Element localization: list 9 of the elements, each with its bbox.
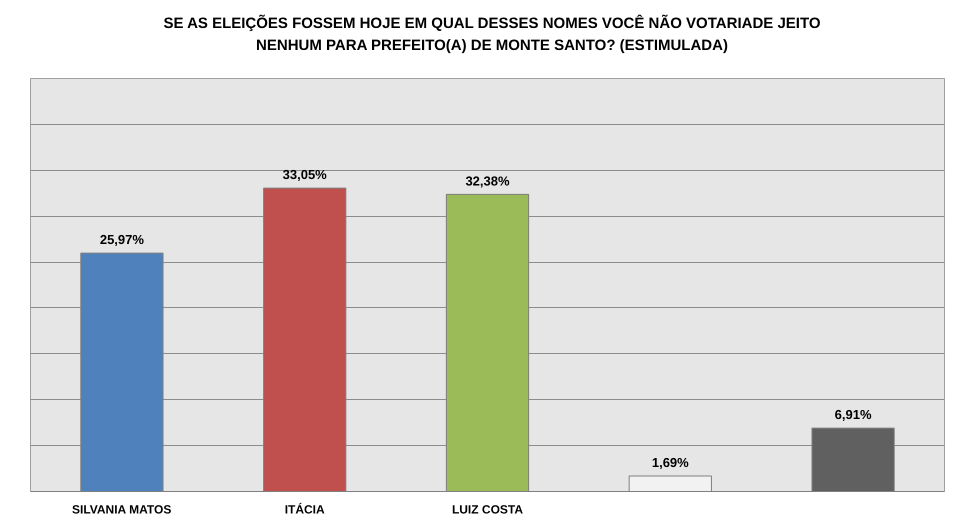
x-tick-label: LUIZ COSTA	[452, 502, 524, 516]
x-tick-label: ITÁCIA	[284, 502, 326, 516]
data-label: 32,38%	[465, 173, 510, 188]
data-label: 33,05%	[282, 167, 328, 182]
data-label: 25,97%	[100, 232, 144, 248]
x-tick-label: SILVANIA MATOS	[72, 502, 172, 516]
chart-title: SE AS ELEIÇÕES FOSSEM HOJE EM QUAL DESSES NOMES VOCÊ NÃO VOTARIADE JEITO NENHUM PARA PREFEITO(A) DE MONTE SANTO? (ESTIMULADA)	[162, 14, 822, 56]
data-label: 1,69%	[652, 454, 690, 470]
data-label: 6,91%	[834, 407, 872, 422]
